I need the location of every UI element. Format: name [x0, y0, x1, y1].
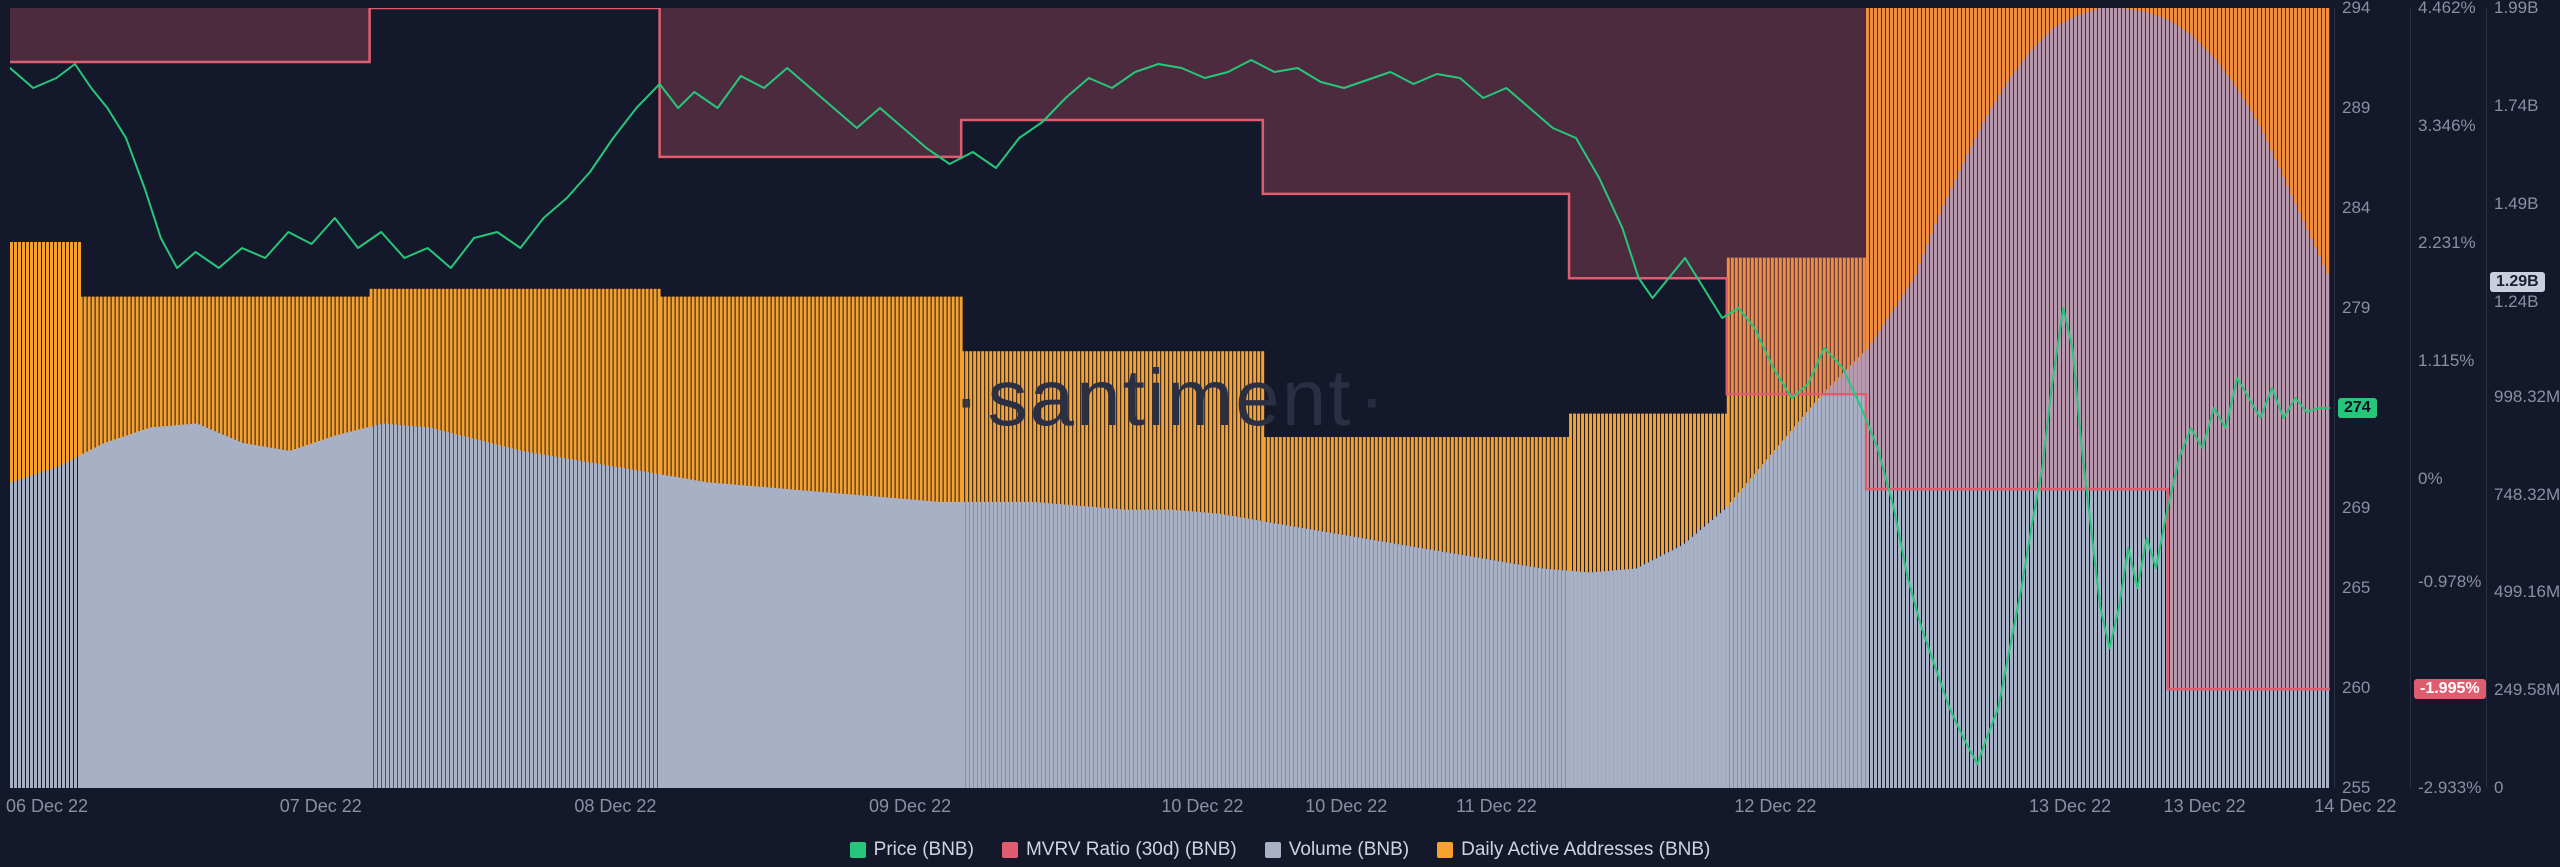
y-axis-mvrv: -2.933%-0.978%0%1.115%2.231%3.346%4.462%…: [2410, 8, 2486, 788]
y-tick: 1.24B: [2494, 292, 2538, 312]
x-tick: 13 Dec 22: [2029, 796, 2111, 817]
y-tick: 294: [2342, 0, 2370, 18]
y-tick: 289: [2342, 98, 2370, 118]
y-tick: 3.346%: [2418, 116, 2476, 136]
y-tick: 1.99B: [2494, 0, 2538, 18]
y-tick: 0: [2494, 778, 2503, 798]
plot-area[interactable]: santiment: [10, 8, 2330, 788]
y-tick: 260: [2342, 678, 2370, 698]
chart-root: santiment 06 Dec 22 07 Dec 22 08 Dec 22 09 …: [0, 0, 2560, 867]
legend-label: Daily Active Addresses (BNB): [1461, 839, 1710, 861]
y-tick: 249.58M: [2494, 680, 2560, 700]
legend-label: Volume (BNB): [1289, 839, 1409, 861]
x-axis: 06 Dec 2207 Dec 2208 Dec 2209 Dec 2210 D…: [10, 792, 2330, 816]
legend-swatch: [850, 842, 866, 858]
y-tick: 1.115%: [2418, 351, 2474, 371]
x-tick: 14 Dec 22: [2314, 796, 2396, 817]
y-tick: 279: [2342, 298, 2370, 318]
y-axis-volume: 0249.58M499.16M748.32M998.32M1.24B1.49B1…: [2486, 8, 2560, 788]
y-tick: 499.16M: [2494, 582, 2560, 602]
x-tick: 10 Dec 22: [1161, 796, 1243, 817]
y-tick: 2.231%: [2418, 233, 2476, 253]
x-tick: 13 Dec 22: [2164, 796, 2246, 817]
y-tick: 1.49B: [2494, 194, 2538, 214]
x-tick: 09 Dec 22: [869, 796, 951, 817]
y-tick: 1.74B: [2494, 96, 2538, 116]
y-tick: 998.32M: [2494, 387, 2560, 407]
legend-label: MVRV Ratio (30d) (BNB): [1026, 839, 1237, 861]
y-tick: 269: [2342, 498, 2370, 518]
y-axis-badge-price: 274: [2338, 398, 2377, 418]
legend-item[interactable]: Daily Active Addresses (BNB): [1437, 839, 1710, 861]
y-axis-badge-volume: 1.29B: [2490, 272, 2545, 292]
x-tick: 12 Dec 22: [1734, 796, 1816, 817]
y-tick: 4.462%: [2418, 0, 2476, 18]
legend-label: Price (BNB): [874, 839, 974, 861]
y-axis-badge-mvrv: -1.995%: [2414, 679, 2486, 699]
y-tick: 0%: [2418, 469, 2443, 489]
y-tick: 284: [2342, 198, 2370, 218]
y-tick: -0.978%: [2418, 572, 2481, 592]
y-tick: -2.933%: [2418, 778, 2481, 798]
y-tick: 748.32M: [2494, 485, 2560, 505]
x-tick: 11 Dec 22: [1456, 796, 1537, 817]
y-tick: 255: [2342, 778, 2370, 798]
legend-swatch: [1437, 842, 1453, 858]
legend-item[interactable]: Price (BNB): [850, 839, 974, 861]
y-axis-price: 255260265269274279284289294274: [2334, 8, 2410, 788]
legend-item[interactable]: Volume (BNB): [1265, 839, 1409, 861]
legend-swatch: [1265, 842, 1281, 858]
x-tick: 06 Dec 22: [6, 796, 88, 817]
y-tick: 265: [2342, 578, 2370, 598]
x-tick: 10 Dec 22: [1305, 796, 1387, 817]
plot-svg: [10, 8, 2330, 788]
legend: Price (BNB) MVRV Ratio (30d) (BNB) Volume …: [0, 839, 2560, 861]
legend-item[interactable]: MVRV Ratio (30d) (BNB): [1002, 839, 1237, 861]
legend-swatch: [1002, 842, 1018, 858]
x-tick: 07 Dec 22: [280, 796, 362, 817]
x-tick: 08 Dec 22: [574, 796, 656, 817]
